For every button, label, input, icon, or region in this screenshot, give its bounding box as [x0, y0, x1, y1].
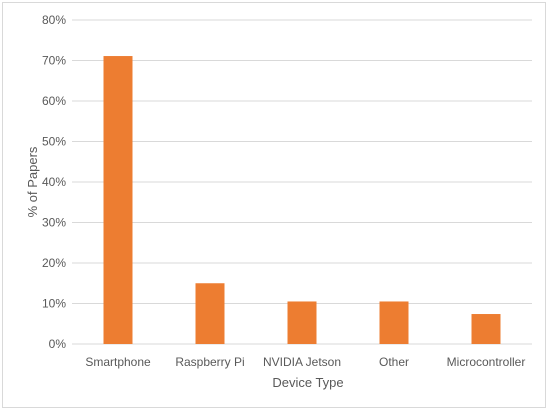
x-tick-label: Raspberry Pi [175, 355, 244, 369]
x-tick-label: Other [379, 355, 409, 369]
bar-microcontroller [471, 314, 501, 344]
x-axis-title: Device Type [272, 375, 343, 390]
gridlines [72, 19, 532, 345]
y-tick-label: 10% [42, 297, 66, 311]
y-tick-label: 40% [42, 175, 66, 189]
y-tick-label: 30% [42, 216, 66, 230]
y-tick-label: 0% [49, 337, 67, 351]
x-tick-label: Microcontroller [447, 355, 526, 369]
chart-frame [2, 2, 546, 408]
y-tick-label: 20% [42, 256, 66, 270]
y-tick-label: 70% [42, 54, 66, 68]
x-tick-label: NVIDIA Jetson [263, 355, 341, 369]
y-axis-title: % of Papers [25, 146, 40, 217]
y-tick-label: 50% [42, 135, 66, 149]
y-tick-label: 80% [42, 13, 66, 27]
x-tick-label: Smartphone [85, 355, 151, 369]
bar-smartphone [103, 56, 133, 345]
bar-raspberry-pi [195, 283, 225, 344]
bar-other [379, 301, 409, 344]
bar-nvidia-jetson [287, 301, 317, 344]
y-tick-label: 60% [42, 94, 66, 108]
bars [103, 56, 501, 345]
x-axis-ticks: Smartphone Raspberry Pi NVIDIA Jetson Other… [85, 355, 525, 369]
y-axis-ticks: 0% 10% 20% 30% 40% 50% 60% 70% 80% [42, 13, 66, 351]
